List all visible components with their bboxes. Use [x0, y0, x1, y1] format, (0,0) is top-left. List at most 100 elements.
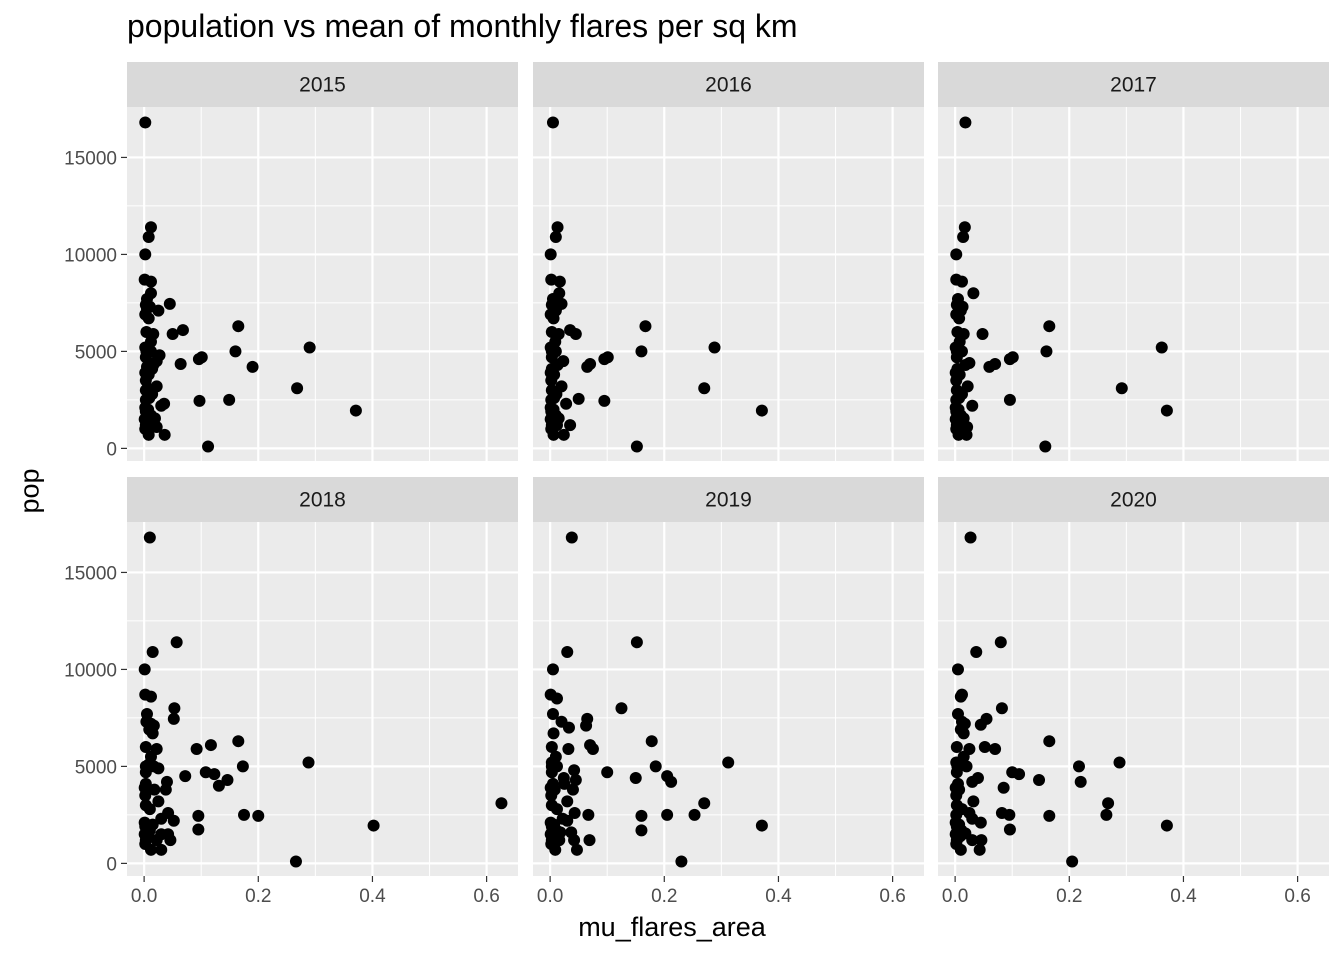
data-point — [1066, 855, 1079, 868]
data-point — [688, 808, 701, 821]
data-point — [957, 727, 970, 740]
y-tick-label: 0 — [106, 439, 117, 460]
data-point — [995, 702, 1008, 715]
data-point — [557, 428, 570, 441]
data-point — [553, 275, 566, 288]
x-tick-label: 0.2 — [245, 886, 271, 907]
data-point — [546, 663, 559, 676]
data-point — [967, 287, 980, 300]
data-point — [974, 718, 987, 731]
data-point — [139, 116, 152, 129]
data-point — [547, 312, 560, 325]
data-point — [139, 741, 152, 754]
data-point — [550, 692, 563, 705]
data-point — [586, 742, 599, 755]
data-point — [170, 636, 183, 649]
data-point — [174, 358, 187, 371]
data-point — [289, 855, 302, 868]
data-point — [950, 374, 963, 387]
data-point — [232, 735, 245, 748]
data-point — [964, 531, 977, 544]
data-point — [139, 766, 152, 779]
data-point — [954, 690, 967, 703]
data-point — [146, 645, 159, 658]
data-point — [635, 824, 648, 837]
data-point — [139, 351, 152, 364]
data-point — [675, 855, 688, 868]
data-point — [997, 781, 1010, 794]
facet-panel-2018: 2018 0 5000 10000 15000 0.0 0.2 0.4 0.6 — [64, 477, 518, 907]
data-point — [755, 819, 768, 832]
data-point — [1043, 735, 1056, 748]
data-point — [561, 814, 574, 827]
data-point — [144, 843, 157, 856]
data-point — [572, 392, 585, 405]
x-axis-label: mu_flares_area — [578, 912, 766, 942]
facet-strip — [938, 62, 1329, 107]
x-tick-label: 0.4 — [1170, 886, 1197, 907]
data-point — [192, 809, 205, 822]
data-point — [1033, 773, 1046, 786]
data-point — [303, 341, 316, 354]
y-axis-label: pop — [14, 468, 45, 514]
data-point — [974, 816, 987, 829]
facet-strip-label: 2019 — [705, 489, 752, 512]
data-point — [954, 843, 967, 856]
data-point — [1013, 768, 1026, 781]
data-point — [549, 230, 562, 243]
data-point — [152, 762, 165, 775]
data-point — [994, 636, 1007, 649]
data-point — [569, 773, 582, 786]
data-point — [960, 760, 973, 773]
data-point — [204, 739, 217, 752]
data-point — [152, 795, 165, 808]
data-point — [546, 116, 559, 129]
data-point — [142, 312, 155, 325]
data-point — [561, 795, 574, 808]
data-point — [158, 428, 171, 441]
data-point — [221, 773, 234, 786]
data-point — [1074, 775, 1087, 788]
data-point — [598, 394, 611, 407]
panel-background — [938, 107, 1329, 461]
data-point — [549, 843, 562, 856]
data-point — [967, 795, 980, 808]
data-point — [560, 397, 573, 410]
data-point — [167, 814, 180, 827]
data-point — [1155, 341, 1168, 354]
x-tick-label: 0.0 — [131, 886, 157, 907]
data-point — [202, 440, 215, 453]
data-point — [150, 834, 163, 847]
data-point — [970, 645, 983, 658]
data-point — [955, 275, 968, 288]
data-point — [246, 360, 259, 373]
data-point — [1100, 808, 1113, 821]
facet-strip-label: 2020 — [1110, 489, 1157, 512]
y-tick-label: 15000 — [64, 148, 117, 169]
data-point — [176, 324, 189, 337]
data-point — [179, 770, 192, 783]
data-point — [1113, 756, 1126, 769]
facet-strip-label: 2016 — [705, 74, 752, 97]
data-point — [163, 297, 176, 310]
facet-strip-label: 2018 — [299, 489, 346, 512]
data-point — [973, 843, 986, 856]
data-point — [950, 741, 963, 754]
data-point — [1040, 345, 1053, 358]
data-point — [164, 834, 177, 847]
data-point — [566, 783, 579, 796]
facet-strip — [533, 477, 924, 522]
data-point — [144, 221, 157, 234]
data-point — [252, 809, 265, 822]
panel-background — [127, 522, 518, 876]
x-tick-label: 0.6 — [1284, 886, 1310, 907]
data-point — [581, 360, 594, 373]
facet-strip-label: 2015 — [299, 74, 346, 97]
facet-strip — [938, 477, 1329, 522]
facet-strip — [127, 62, 518, 107]
data-point — [1003, 353, 1016, 366]
data-point — [551, 221, 564, 234]
data-point — [1115, 382, 1128, 395]
data-point — [545, 374, 558, 387]
